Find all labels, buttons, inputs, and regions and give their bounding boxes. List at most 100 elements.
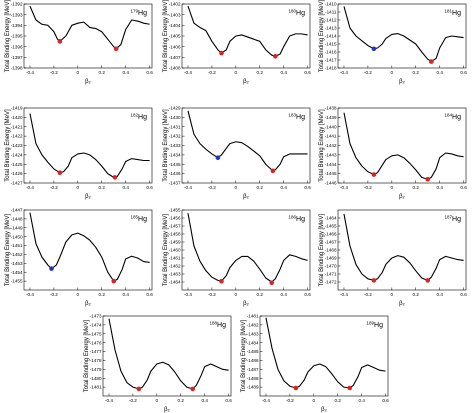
y-tick-label: -1479 — [90, 367, 102, 372]
y-tick-label: -1422 — [11, 134, 23, 139]
minimum-marker — [273, 53, 278, 59]
minimum-marker — [136, 386, 142, 392]
x-tick-label: 0.2 — [99, 185, 106, 190]
y-tick-label: -1420 — [11, 115, 23, 120]
x-tick-label: -0.2 — [208, 185, 216, 190]
x-tick-label: -0.2 — [364, 185, 372, 190]
x-axis-label: β₂ — [85, 194, 91, 200]
x-tick-label: 0.4 — [436, 70, 443, 75]
y-tick-label: -1475 — [90, 331, 102, 336]
y-tick-label: -1486 — [247, 358, 259, 363]
minimum-marker — [293, 385, 299, 391]
y-tick-label: -1489 — [247, 385, 259, 390]
y-tick-label: -1447 — [11, 208, 23, 213]
element-symbol: Hg — [374, 322, 383, 329]
chart-panel-188: -1481 -1480 -1479 -1478 -1477 -1476 -1475 -1474… — [84, 314, 232, 413]
element-symbol: Hg — [296, 10, 305, 17]
x-tick-label: 0 — [77, 70, 80, 75]
y-tick-label: -1459 — [169, 240, 181, 245]
chart-panel-186: -1464 -1463 -1462 -1461 -1460 -1459 -1458 -1457… — [163, 208, 311, 307]
chart-panel-182: -1427 -1426 -1425 -1424 -1423 -1422 -1421 -1420… — [5, 106, 153, 200]
y-tick-label: -1415 — [325, 42, 337, 47]
y-tick-label: -1426 — [11, 171, 23, 176]
x-axis-label: β₂ — [399, 194, 405, 200]
x-tick-label: 0.6 — [460, 70, 467, 75]
energy-curve-183 — [187, 110, 308, 171]
element-symbol: Hg — [138, 114, 147, 121]
y-tick-label: -1457 — [169, 224, 181, 229]
x-axis-label: β₂ — [399, 79, 405, 85]
y-axis-label: Total Binding Energy [MeV] — [163, 213, 169, 286]
minimum-marker — [113, 46, 119, 52]
isotope-label: 189Hg — [367, 321, 384, 330]
y-tick-label: -1444 — [325, 162, 337, 167]
isotope-label: 181Hg — [445, 9, 462, 18]
x-tick-label: -0.2 — [286, 398, 294, 403]
y-tick-label: -1432 — [169, 134, 181, 139]
minimum-marker — [429, 59, 434, 64]
x-tick-label: 0.6 — [146, 70, 153, 75]
element-symbol: Hg — [138, 10, 147, 17]
minimum-marker — [57, 170, 63, 175]
chart-panel-180: -1408 -1407 -1406 -1405 -1404 -1403 -1402 -0.4 -… — [163, 0, 311, 85]
minimum-marker — [425, 176, 431, 182]
chart-panel-181: -1418 -1417 -1416 -1415 -1414 -1413 -1412 -1411… — [319, 0, 467, 85]
chart-panel-189: -1489 -1488 -1487 -1486 -1485 -1484 -1483 -1482… — [241, 314, 389, 413]
y-tick-label: -1455 — [11, 279, 23, 284]
y-tick-label: -1438 — [325, 106, 337, 111]
energy-curve-179 — [29, 5, 150, 50]
y-tick-label: -1412 — [325, 18, 337, 23]
x-tick-label: -0.2 — [208, 70, 216, 75]
y-tick-label: -1485 — [247, 349, 259, 354]
chart-panel-179: -1398 -1397 -1396 -1395 -1394 -1393 -1392 -0.4 -… — [5, 0, 153, 85]
y-tick-label: -1398 — [11, 66, 23, 71]
x-tick-label: 0.6 — [146, 292, 153, 297]
energy-curve-189 — [265, 317, 386, 389]
x-tick-label: -0.4 — [105, 398, 113, 403]
y-tick-label: -1451 — [11, 243, 23, 248]
y-tick-label: -1474 — [90, 322, 102, 327]
x-tick-label: 0.6 — [460, 292, 467, 297]
y-tick-label: -1402 — [169, 2, 181, 7]
y-tick-label: -1418 — [325, 66, 337, 71]
element-symbol: Hg — [296, 216, 305, 223]
y-tick-label: -1442 — [325, 143, 337, 148]
y-tick-label: -1421 — [11, 124, 23, 129]
y-tick-label: -1410 — [325, 2, 337, 7]
x-tick-label: 0.6 — [382, 398, 389, 403]
y-tick-label: -1464 — [325, 216, 337, 221]
minimum-marker — [219, 50, 224, 56]
minimum-marker — [371, 46, 377, 52]
y-axis-label: Total Binding Energy [MeV] — [5, 0, 11, 72]
y-tick-label: -1431 — [169, 124, 181, 129]
y-tick-label: -1460 — [169, 248, 181, 253]
x-tick-label: 0 — [156, 398, 159, 403]
y-tick-label: -1487 — [247, 367, 259, 372]
minimum-marker — [270, 168, 276, 174]
y-tick-label: -1441 — [325, 134, 337, 139]
mass-number: 179 — [131, 9, 139, 14]
x-axis-label: β₂ — [243, 194, 249, 200]
plot-frame — [259, 315, 389, 397]
y-tick-label: -1482 — [247, 322, 259, 327]
x-tick-label: -0.2 — [50, 292, 58, 297]
y-tick-label: -1449 — [11, 225, 23, 230]
y-tick-label: -1405 — [169, 34, 181, 39]
x-tick-label: -0.2 — [364, 70, 372, 75]
energy-curve-184 — [343, 112, 464, 180]
element-symbol: Hg — [138, 216, 147, 223]
x-tick-label: 0.4 — [201, 398, 208, 403]
y-tick-label: -1455 — [169, 208, 181, 213]
y-tick-label: -1471 — [325, 272, 337, 277]
isotope-label: 184Hg — [445, 113, 462, 122]
x-tick-label: 0.4 — [122, 70, 129, 75]
plot-frame — [23, 209, 153, 291]
x-tick-label: -0.4 — [26, 70, 34, 75]
energy-curve-182 — [29, 113, 150, 178]
plot-frame — [181, 209, 311, 291]
x-axis-label: β₂ — [243, 79, 249, 85]
x-tick-label: 0.4 — [436, 185, 443, 190]
x-tick-label: -0.4 — [340, 292, 348, 297]
y-axis-label: Total Binding Energy [MeV] — [84, 319, 90, 392]
x-tick-label: 0.4 — [122, 292, 129, 297]
